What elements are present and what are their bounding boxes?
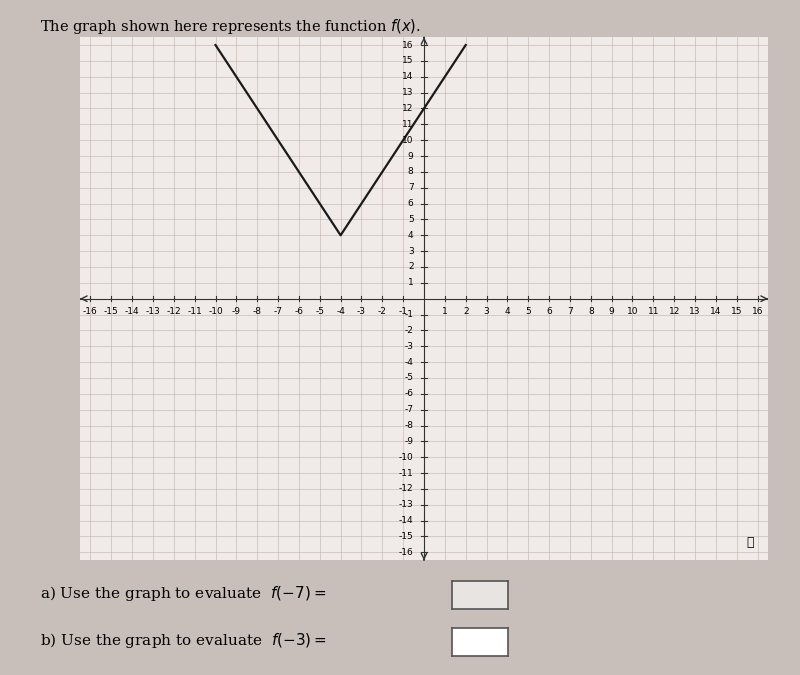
Text: -6: -6	[405, 389, 414, 398]
Text: The graph shown here represents the function $f(x)$.: The graph shown here represents the func…	[40, 17, 421, 36]
Text: -16: -16	[83, 306, 98, 316]
Text: -15: -15	[104, 306, 118, 316]
Text: 3: 3	[484, 306, 490, 316]
Text: 2: 2	[463, 306, 469, 316]
Text: -16: -16	[399, 548, 414, 557]
Text: 4: 4	[505, 306, 510, 316]
Text: 5: 5	[526, 306, 531, 316]
Text: 8: 8	[588, 306, 594, 316]
Text: -2: -2	[405, 326, 414, 335]
Text: -5: -5	[315, 306, 324, 316]
Text: 11: 11	[647, 306, 659, 316]
Text: 1: 1	[408, 278, 414, 288]
Text: -1: -1	[405, 310, 414, 319]
Text: 🔍: 🔍	[746, 536, 754, 549]
Text: 5: 5	[408, 215, 414, 224]
Text: -13: -13	[399, 500, 414, 509]
Text: 15: 15	[402, 57, 414, 65]
Text: 6: 6	[546, 306, 552, 316]
Text: 13: 13	[690, 306, 701, 316]
Text: -3: -3	[357, 306, 366, 316]
Text: -10: -10	[208, 306, 223, 316]
Text: 11: 11	[402, 120, 414, 129]
Text: 15: 15	[731, 306, 742, 316]
Text: -9: -9	[405, 437, 414, 446]
Text: -4: -4	[336, 306, 345, 316]
Text: -2: -2	[378, 306, 386, 316]
Text: 7: 7	[567, 306, 573, 316]
Text: 1: 1	[442, 306, 448, 316]
Text: b) Use the graph to evaluate  $f(-3) =$: b) Use the graph to evaluate $f(-3) =$	[40, 631, 327, 650]
Text: 12: 12	[402, 104, 414, 113]
Text: 16: 16	[402, 40, 414, 49]
Text: 13: 13	[402, 88, 414, 97]
Text: 14: 14	[710, 306, 722, 316]
Text: -7: -7	[274, 306, 282, 316]
Text: 16: 16	[752, 306, 763, 316]
Text: 6: 6	[408, 199, 414, 208]
Text: 4: 4	[408, 231, 414, 240]
Text: -13: -13	[146, 306, 160, 316]
Text: -4: -4	[405, 358, 414, 367]
Text: -5: -5	[405, 373, 414, 383]
Text: 14: 14	[402, 72, 414, 81]
Text: -1: -1	[398, 306, 408, 316]
Text: a) Use the graph to evaluate  $f(-7) =$: a) Use the graph to evaluate $f(-7) =$	[40, 584, 326, 603]
Text: 3: 3	[408, 246, 414, 256]
Text: -8: -8	[405, 421, 414, 430]
Text: -12: -12	[399, 485, 414, 493]
Text: 10: 10	[402, 136, 414, 144]
Text: -14: -14	[125, 306, 139, 316]
Text: 8: 8	[408, 167, 414, 176]
Text: 2: 2	[408, 263, 414, 271]
Text: -12: -12	[166, 306, 181, 316]
Text: 12: 12	[669, 306, 680, 316]
Text: 10: 10	[626, 306, 638, 316]
Text: -8: -8	[253, 306, 262, 316]
Text: -11: -11	[187, 306, 202, 316]
Text: -11: -11	[399, 468, 414, 478]
Text: -10: -10	[399, 453, 414, 462]
Text: 9: 9	[609, 306, 614, 316]
Text: -7: -7	[405, 405, 414, 414]
Text: -9: -9	[232, 306, 241, 316]
Text: -6: -6	[294, 306, 303, 316]
Text: -15: -15	[399, 532, 414, 541]
Text: 9: 9	[408, 151, 414, 161]
Text: -14: -14	[399, 516, 414, 525]
Text: -3: -3	[405, 342, 414, 351]
Text: 7: 7	[408, 183, 414, 192]
